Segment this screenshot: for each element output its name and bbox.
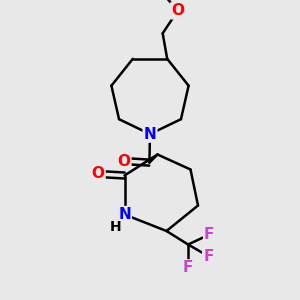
Text: O: O xyxy=(117,154,130,169)
Text: H: H xyxy=(110,220,121,234)
Text: N: N xyxy=(144,127,156,142)
Text: O: O xyxy=(171,3,184,18)
Text: O: O xyxy=(92,167,105,182)
Text: F: F xyxy=(203,249,214,264)
Text: F: F xyxy=(204,227,214,242)
Text: F: F xyxy=(183,260,193,275)
Text: N: N xyxy=(118,207,131,222)
